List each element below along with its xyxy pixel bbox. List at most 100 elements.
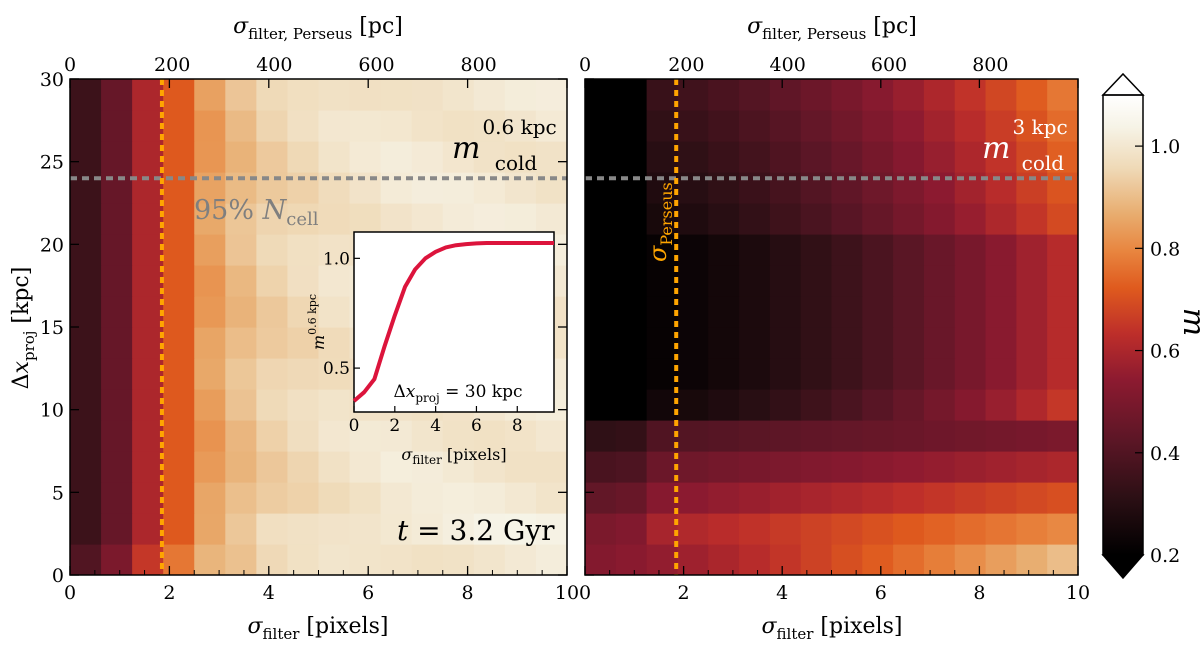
- left-panel-annotation: m0.6 kpc cold: [452, 115, 557, 175]
- left-cell: [349, 79, 382, 111]
- left-cell: [101, 420, 133, 452]
- left-cell: [256, 296, 289, 328]
- left-cell: [287, 451, 320, 483]
- left-top-x-tick-label: 400: [256, 54, 292, 76]
- left-cell: [194, 327, 226, 359]
- axis-ticks: 0 2 4 6 8 10 0 2 4 6 8 100 200 400 600 800 0 200 400 600 800…: [40, 54, 1090, 604]
- right-cell: [646, 327, 679, 359]
- inset-y-title: m0.6 kpc: [306, 294, 328, 350]
- right-cell: [831, 327, 863, 359]
- right-cell: [831, 203, 863, 235]
- right-cell: [708, 296, 740, 328]
- left-cell: [256, 451, 289, 483]
- left-cell: [287, 544, 320, 575]
- right-cell: [615, 110, 648, 142]
- left-cell: [70, 544, 102, 575]
- right-cell: [893, 482, 925, 514]
- left-cell: [132, 110, 164, 142]
- left-cell: [318, 544, 351, 575]
- left-cell: [411, 79, 444, 111]
- right-cell: [954, 451, 987, 483]
- right-cell: [893, 203, 925, 235]
- colorbar-min-extend: [1101, 554, 1145, 580]
- right-cell: [677, 110, 709, 142]
- left-cell: [318, 451, 351, 483]
- left-cell: [225, 234, 257, 266]
- right-cell: [954, 513, 987, 545]
- right-x-tick-label: 4: [776, 582, 788, 604]
- left-cell: [163, 420, 195, 452]
- left-cell: [256, 110, 289, 142]
- right-x-tick-label: 6: [875, 582, 887, 604]
- right-cell: [800, 544, 833, 575]
- right-cell: [862, 482, 894, 514]
- right-cell: [923, 141, 956, 173]
- left-cell: [194, 141, 226, 173]
- left-cell: [70, 513, 102, 545]
- right-cell: [739, 110, 771, 142]
- right-cell: [739, 265, 771, 297]
- left-cell: [473, 110, 506, 142]
- right-cell: [862, 141, 894, 173]
- right-cell: [585, 544, 617, 575]
- right-cell: [923, 110, 956, 142]
- left-cell: [473, 544, 506, 575]
- right-top-x-tick-label: 600: [871, 54, 907, 76]
- right-cell: [646, 482, 679, 514]
- right-cell: [954, 358, 987, 390]
- right-cell: [585, 234, 617, 266]
- left-cell: [473, 79, 506, 111]
- threshold-label: 95% Ncell: [194, 195, 319, 230]
- right-cell: [1047, 203, 1078, 235]
- left-cell: [163, 544, 195, 575]
- right-cell: [985, 79, 1017, 111]
- left-cell: [163, 79, 195, 111]
- left-cell: [473, 141, 506, 173]
- left-x-tick-label: 4: [263, 582, 275, 604]
- left-cell: [101, 389, 133, 421]
- right-cell: [769, 544, 802, 575]
- right-cell: [985, 420, 1017, 452]
- right-cell: [708, 327, 740, 359]
- right-cell: [954, 141, 987, 173]
- right-cell: [1047, 79, 1078, 111]
- left-top-x-tick-label: 800: [461, 54, 497, 76]
- left-cell: [132, 79, 164, 111]
- left-cell: [287, 420, 320, 452]
- right-cell: [923, 327, 956, 359]
- left-cell: [194, 544, 226, 575]
- right-cell: [1047, 141, 1078, 173]
- right-cell: [1047, 172, 1078, 204]
- left-cell: [535, 420, 567, 452]
- right-cell: [1047, 327, 1078, 359]
- left-cell: [442, 141, 475, 173]
- right-cell: [646, 296, 679, 328]
- right-cell: [769, 513, 802, 545]
- right-cell: [923, 513, 956, 545]
- colorbar: 0.2 0.4 0.6 0.8 1.0 m: [1101, 72, 1200, 580]
- left-cell: [287, 265, 320, 297]
- right-cell: [1016, 203, 1048, 235]
- left-cell: [132, 358, 164, 390]
- left-cell: [318, 358, 351, 390]
- right-cell: [739, 482, 771, 514]
- right-cell: [677, 420, 709, 452]
- right-cell: [677, 451, 709, 483]
- right-cell: [862, 79, 894, 111]
- right-cell: [585, 358, 617, 390]
- left-x-tick-label: 10: [555, 582, 579, 604]
- right-cell: [800, 451, 833, 483]
- right-cell: [739, 296, 771, 328]
- right-cell: [862, 420, 894, 452]
- right-cell: [739, 544, 771, 575]
- right-cell: [893, 110, 925, 142]
- left-cell: [318, 79, 351, 111]
- left-top-x-tick-label: 600: [358, 54, 394, 76]
- left-cell: [163, 234, 195, 266]
- right-cell: [708, 451, 740, 483]
- left-cell: [194, 358, 226, 390]
- right-cell: [708, 544, 740, 575]
- left-cell: [380, 141, 413, 173]
- right-cell: [739, 203, 771, 235]
- left-cell: [225, 265, 257, 297]
